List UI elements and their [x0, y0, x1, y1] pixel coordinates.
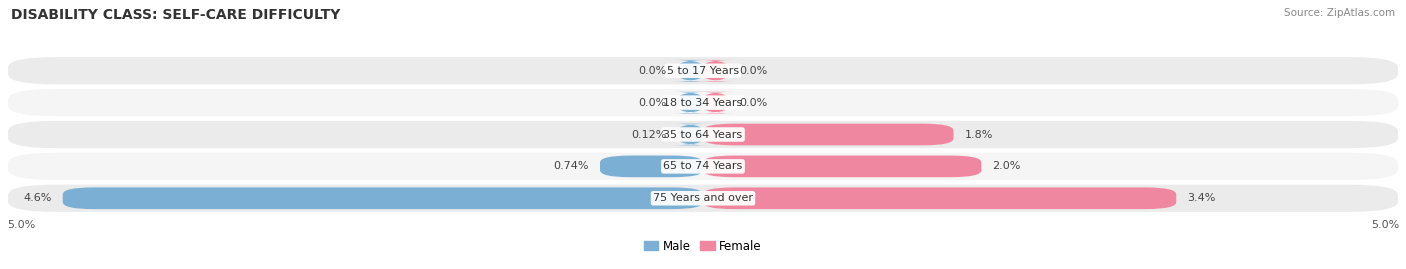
FancyBboxPatch shape: [703, 155, 981, 177]
Legend: Male, Female: Male, Female: [644, 240, 762, 253]
Text: 65 to 74 Years: 65 to 74 Years: [664, 161, 742, 171]
Text: 75 Years and over: 75 Years and over: [652, 193, 754, 203]
FancyBboxPatch shape: [7, 88, 1399, 117]
Text: 0.74%: 0.74%: [554, 161, 589, 171]
FancyBboxPatch shape: [7, 56, 1399, 85]
FancyBboxPatch shape: [63, 187, 703, 209]
Text: 0.0%: 0.0%: [740, 66, 768, 76]
FancyBboxPatch shape: [7, 184, 1399, 213]
FancyBboxPatch shape: [697, 92, 734, 114]
Text: Source: ZipAtlas.com: Source: ZipAtlas.com: [1284, 8, 1395, 18]
FancyBboxPatch shape: [672, 92, 709, 114]
FancyBboxPatch shape: [697, 60, 734, 82]
Text: DISABILITY CLASS: SELF-CARE DIFFICULTY: DISABILITY CLASS: SELF-CARE DIFFICULTY: [11, 8, 340, 22]
Text: 4.6%: 4.6%: [22, 193, 52, 203]
FancyBboxPatch shape: [600, 155, 703, 177]
FancyBboxPatch shape: [672, 60, 709, 82]
Text: 0.0%: 0.0%: [638, 66, 666, 76]
Text: 0.0%: 0.0%: [740, 98, 768, 108]
Text: 1.8%: 1.8%: [965, 129, 993, 140]
Text: 0.0%: 0.0%: [638, 98, 666, 108]
Text: 2.0%: 2.0%: [993, 161, 1021, 171]
Text: 35 to 64 Years: 35 to 64 Years: [664, 129, 742, 140]
Text: 5.0%: 5.0%: [1371, 220, 1399, 230]
FancyBboxPatch shape: [7, 120, 1399, 149]
FancyBboxPatch shape: [703, 187, 1177, 209]
FancyBboxPatch shape: [672, 124, 709, 145]
Text: 3.4%: 3.4%: [1188, 193, 1216, 203]
Text: 5 to 17 Years: 5 to 17 Years: [666, 66, 740, 76]
FancyBboxPatch shape: [703, 124, 953, 145]
Text: 5.0%: 5.0%: [7, 220, 35, 230]
FancyBboxPatch shape: [7, 152, 1399, 181]
Text: 18 to 34 Years: 18 to 34 Years: [664, 98, 742, 108]
Text: 0.12%: 0.12%: [631, 129, 666, 140]
